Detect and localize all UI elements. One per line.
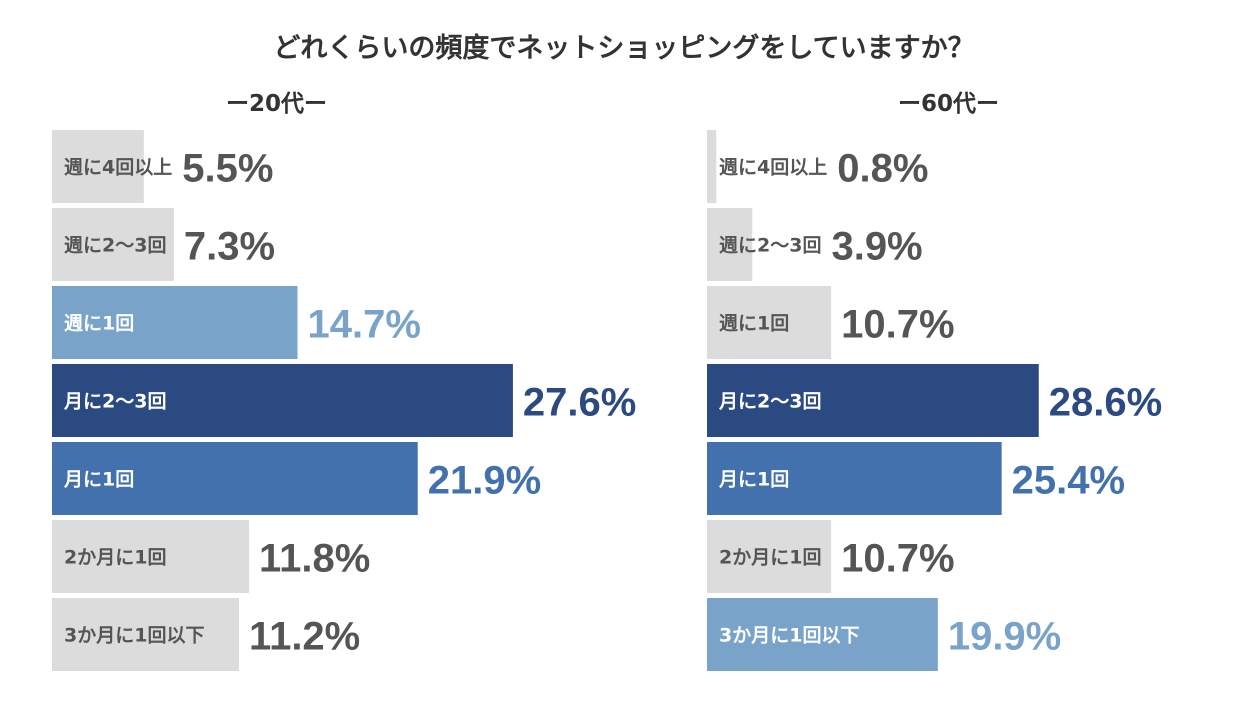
category-label-20s-3: 月に2〜3回 xyxy=(63,391,166,413)
value-label-60s-6: 19.9% xyxy=(948,615,1061,659)
category-label-60s-2: 週に1回 xyxy=(719,313,789,335)
category-label-20s-0: 週に4回以上 xyxy=(64,157,172,179)
value-label-60s-0: 0.8% xyxy=(837,147,928,191)
category-label-60s-4: 月に1回 xyxy=(718,469,789,491)
bar-20s-3 xyxy=(52,364,513,437)
panel-60s: 週に4回以上 0.8% 週に2〜3回 3.9% 週に1回 10.7% 月に2〜3回 28.6%… xyxy=(707,130,1162,671)
bar-60s-4 xyxy=(707,442,1002,515)
value-label-20s-2: 14.7% xyxy=(307,303,420,347)
category-label-60s-1: 週に2〜3回 xyxy=(719,235,821,257)
value-label-60s-1: 3.9% xyxy=(831,225,922,269)
category-label-20s-6: 3か月に1回以下 xyxy=(64,625,204,647)
category-label-20s-4: 月に1回 xyxy=(63,469,134,491)
value-label-20s-0: 5.5% xyxy=(182,147,273,191)
panel-title-60s: ー60代ー xyxy=(898,91,1000,117)
value-label-20s-1: 7.3% xyxy=(184,225,275,269)
bar-20s-2 xyxy=(52,286,298,359)
category-label-20s-5: 2か月に1回 xyxy=(64,547,166,569)
category-label-60s-3: 月に2〜3回 xyxy=(718,391,821,413)
bar-20s-1 xyxy=(52,208,174,281)
value-label-20s-4: 21.9% xyxy=(428,459,541,503)
bar-60s-6 xyxy=(707,598,938,671)
value-label-20s-3: 27.6% xyxy=(523,381,636,425)
panel-title-20s: ー20代ー xyxy=(226,91,328,117)
bar-60s-2 xyxy=(707,286,832,359)
bar-60s-1 xyxy=(707,208,753,281)
value-label-60s-4: 25.4% xyxy=(1012,459,1125,503)
bar-20s-4 xyxy=(52,442,418,515)
panel-20s: 週に4回以上 5.5% 週に2〜3回 7.3% 週に1回 14.7% 月に2〜3回 27.6%… xyxy=(52,130,636,671)
bar-60s-5 xyxy=(707,520,832,593)
category-label-60s-0: 週に4回以上 xyxy=(719,157,827,179)
value-label-60s-5: 10.7% xyxy=(841,537,954,581)
value-label-20s-6: 11.2% xyxy=(249,615,360,659)
category-label-20s-2: 週に1回 xyxy=(64,313,134,335)
bar-60s-0 xyxy=(707,130,717,203)
bar-20s-5 xyxy=(52,520,250,593)
value-label-60s-2: 10.7% xyxy=(841,303,954,347)
chart-title: どれくらいの頻度でネットショッピングをしていますか？ xyxy=(273,33,975,64)
value-label-60s-3: 28.6% xyxy=(1049,381,1162,425)
category-label-60s-6: 3か月に1回以下 xyxy=(719,625,859,647)
category-label-20s-1: 週に2〜3回 xyxy=(64,235,166,257)
category-label-60s-5: 2か月に1回 xyxy=(719,547,821,569)
bar-20s-6 xyxy=(52,598,240,671)
value-label-20s-5: 11.8% xyxy=(259,537,370,581)
bar-20s-0 xyxy=(52,130,144,203)
bar-60s-3 xyxy=(707,364,1039,437)
